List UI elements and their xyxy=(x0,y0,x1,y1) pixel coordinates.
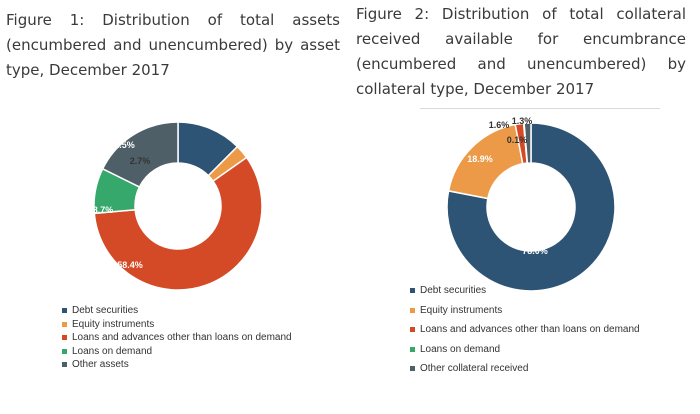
chart1-legend-label: Loans on demand xyxy=(72,345,153,357)
chart1-legend-item: Loans and advances other than loans on d… xyxy=(62,331,292,345)
chart1-data-label-3: 8.7% xyxy=(93,205,114,215)
chart1-legend-label: Loans and advances other than loans on d… xyxy=(72,332,292,344)
chart2-legend-item: Loans and advances other than loans on d… xyxy=(410,320,640,340)
chart1-legend-item: Debt securities xyxy=(62,304,292,318)
chart2-legend-label: Loans on demand xyxy=(420,343,501,355)
chart2-legend-swatch xyxy=(410,366,415,372)
chart2-top-divider xyxy=(420,108,660,109)
chart2-legend-swatch xyxy=(410,327,415,333)
chart2-legend-label: Equity instruments xyxy=(420,304,503,316)
chart2-data-label-0: 78.0% xyxy=(522,246,548,256)
figure2-title: Figure 2: Distribution of total collater… xyxy=(356,5,686,98)
chart1-data-label-4: 17.7% xyxy=(57,140,83,150)
chart2-legend-item: Debt securities xyxy=(410,281,640,301)
chart2-slice-4 xyxy=(523,122,532,164)
chart2-legend-swatch xyxy=(410,346,415,352)
chart1-legend-label: Equity instruments xyxy=(72,318,155,330)
chart2-data-label-4: 1.3% xyxy=(512,116,533,126)
chart2-legend-item: Loans on demand xyxy=(410,340,640,360)
chart2-data-label-2: 1.6% xyxy=(489,120,510,130)
chart1-slice-2 xyxy=(93,156,263,291)
chart1-data-label-1: 2.7% xyxy=(130,156,151,166)
chart1-legend-label: Debt securities xyxy=(72,305,139,317)
chart2-legend-label: Loans and advances other than loans on d… xyxy=(420,324,640,336)
chart2-legend-swatch xyxy=(410,307,415,313)
chart2-donut: 78.0% 18.9% 1.6% 0.1% 1.3% xyxy=(446,116,616,292)
chart1-legend-swatch xyxy=(62,321,67,327)
chart2-legend-label: Other collateral received xyxy=(420,363,529,375)
chart1-legend: Debt securities Equity instruments Loans a… xyxy=(62,304,292,372)
chart2-data-label-1: 18.9% xyxy=(467,154,493,164)
chart1-donut: 12.5% 2.7% 58.4% 8.7% 17.7% xyxy=(57,121,263,291)
chart1-legend-swatch xyxy=(62,348,67,354)
chart1-data-label-0: 12.5% xyxy=(109,140,135,150)
figure1-title: Figure 1: Distribution of total assets (… xyxy=(6,11,340,79)
chart2-legend-item: Other collateral received xyxy=(410,359,640,379)
chart2-slice-0 xyxy=(446,122,616,292)
chart1-legend-item: Other assets xyxy=(62,358,292,372)
chart1-legend-swatch xyxy=(62,335,67,341)
chart2-legend-label: Debt securities xyxy=(420,285,487,297)
chart1-legend-label: Other assets xyxy=(72,359,129,371)
chart1-data-label-2: 58.4% xyxy=(117,260,143,270)
chart2-data-label-3: 0.1% xyxy=(507,135,528,145)
chart1-legend-swatch xyxy=(62,308,67,314)
chart1-legend-swatch xyxy=(62,362,67,368)
chart1-legend-item: Loans on demand xyxy=(62,345,292,359)
chart2-legend-swatch xyxy=(410,288,415,294)
chart2-legend: Debt securities Equity instruments Loans a… xyxy=(410,281,640,379)
chart1-slice-4 xyxy=(101,121,179,188)
chart2-legend-item: Equity instruments xyxy=(410,301,640,321)
chart1-legend-item: Equity instruments xyxy=(62,318,292,332)
